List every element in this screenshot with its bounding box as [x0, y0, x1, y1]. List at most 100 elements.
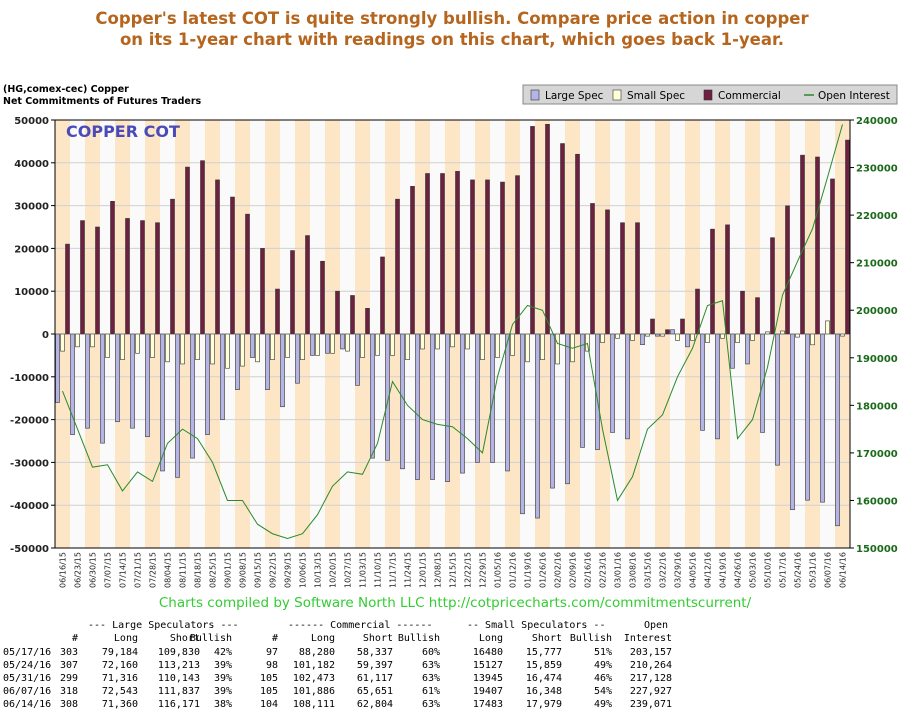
- bar: [540, 333, 545, 360]
- table-column: Interest: [624, 633, 672, 644]
- x-tick-label: 11/24/15: [404, 552, 413, 588]
- x-tick-label: 10/13/15: [314, 552, 323, 588]
- bar: [655, 333, 660, 337]
- table-cell: 113,213: [158, 660, 200, 671]
- bar: [295, 333, 300, 384]
- bar: [555, 333, 560, 365]
- x-tick-label: 04/19/16: [719, 552, 728, 588]
- table-column: Long: [114, 633, 138, 644]
- table-cell: 109,830: [158, 647, 200, 658]
- y-tick-label: 10000: [14, 287, 49, 298]
- bar: [100, 333, 105, 444]
- bar: [140, 220, 145, 335]
- chart-label: (HG,comex-cec) Copper: [3, 84, 129, 95]
- bar: [135, 333, 140, 354]
- bar: [180, 333, 185, 365]
- bar: [130, 333, 135, 429]
- x-tick-label: 02/23/16: [599, 552, 608, 588]
- bar: [390, 333, 395, 356]
- bar: [480, 333, 485, 360]
- bar: [335, 290, 340, 335]
- table-cell: 17483: [473, 699, 503, 710]
- bar: [320, 260, 325, 335]
- bar: [65, 243, 70, 335]
- bar: [575, 153, 580, 335]
- bar: [430, 333, 435, 480]
- bar: [220, 333, 225, 420]
- source: Charts compiled by Software North LLC ht…: [159, 595, 752, 611]
- x-tick-label: 12/15/15: [449, 552, 458, 588]
- bar: [580, 333, 585, 448]
- table-cell: 299: [60, 673, 78, 684]
- bar: [545, 123, 550, 335]
- table-cell: 65,651: [357, 686, 393, 697]
- table-cell: 110,143: [158, 673, 200, 684]
- bar: [280, 333, 285, 408]
- bar: [605, 209, 610, 335]
- bar: [350, 295, 355, 335]
- bar: [495, 333, 500, 358]
- x-tick-label: 06/16/15: [59, 552, 68, 588]
- x-tick-label: 04/05/16: [689, 552, 698, 588]
- bar: [380, 256, 385, 335]
- bar: [360, 333, 365, 358]
- table-cell: 06/07/16: [3, 686, 51, 697]
- bar: [245, 213, 250, 335]
- table-column: Long: [311, 633, 335, 644]
- bar: [235, 333, 240, 390]
- bar: [210, 333, 215, 365]
- bar: [400, 333, 405, 470]
- bar: [640, 333, 645, 345]
- bar: [300, 333, 305, 360]
- bar: [845, 139, 850, 335]
- bar: [695, 288, 700, 335]
- bar: [445, 333, 450, 482]
- bar: [355, 333, 360, 386]
- table-cell: 63%: [422, 673, 440, 684]
- bar: [190, 333, 195, 459]
- table-cell: 105: [260, 673, 278, 684]
- legend-label: Open Interest: [818, 90, 890, 102]
- table-cell: 42%: [214, 647, 232, 658]
- x-tick-label: 02/02/16: [554, 552, 563, 588]
- table-column: Short: [363, 633, 393, 644]
- bar: [600, 333, 605, 343]
- bar: [345, 333, 350, 352]
- table-cell: 15127: [473, 660, 503, 671]
- bar: [370, 333, 375, 459]
- bar: [660, 333, 665, 337]
- bar: [645, 333, 650, 337]
- bar: [565, 333, 570, 485]
- x-tick-label: 05/31/16: [809, 552, 818, 588]
- plot-area: -50000 -40000 -30000 -20000 -10000 0 10000 2000…: [10, 116, 898, 588]
- bar: [440, 173, 445, 335]
- table-cell: 05/17/16: [3, 647, 51, 658]
- y2-tick-label: 160000: [856, 496, 898, 507]
- x-tick-label: 08/18/15: [194, 552, 203, 588]
- bar: [750, 333, 755, 341]
- bar: [375, 333, 380, 356]
- legend-label: Commercial: [718, 90, 781, 102]
- bar: [665, 329, 670, 335]
- x-tick-label: 05/03/16: [749, 552, 758, 588]
- y2-tick-label: 240000: [856, 116, 898, 127]
- x-tick-label: 04/12/16: [704, 552, 713, 588]
- x-tick-label: 06/30/15: [89, 552, 98, 588]
- x-tick-label: 07/14/15: [119, 552, 128, 588]
- table-cell: 16480: [473, 647, 503, 658]
- bar: [465, 333, 470, 350]
- legend-label: Small Spec: [627, 90, 685, 102]
- x-tick-label: 06/14/16: [839, 552, 848, 588]
- table-cell: 97: [266, 647, 278, 658]
- table-cell: 111,837: [158, 686, 200, 697]
- bar: [275, 288, 280, 335]
- x-tick-label: 08/04/15: [164, 552, 173, 588]
- bar: [490, 333, 495, 463]
- y2-tick-label: 150000: [856, 544, 898, 555]
- table-cell: 59,397: [357, 660, 393, 671]
- table-cell: 62,804: [357, 699, 393, 710]
- y2-tick-label: 220000: [856, 211, 898, 222]
- y-tick-label: -40000: [10, 501, 49, 512]
- bar: [200, 160, 205, 335]
- bar: [205, 333, 210, 435]
